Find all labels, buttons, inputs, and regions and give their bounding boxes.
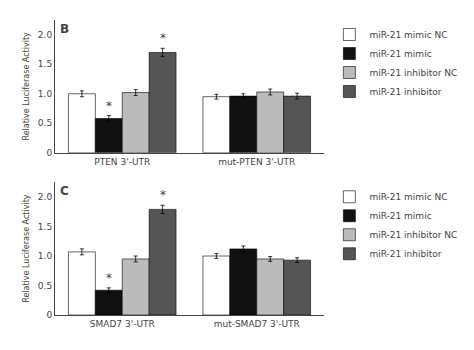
svg-text:miR-21 mimic NC: miR-21 mimic NC: [369, 192, 447, 202]
svg-text:*: *: [106, 99, 112, 113]
svg-text:*: *: [106, 271, 112, 285]
svg-text:*: *: [160, 31, 166, 45]
svg-text:1.0: 1.0: [38, 251, 53, 261]
svg-text:miR-21 mimic NC: miR-21 mimic NC: [369, 30, 447, 40]
svg-text:*: *: [160, 188, 166, 202]
svg-text:Relative Luciferase Activity: Relative Luciferase Activity: [22, 194, 31, 303]
svg-text:1.5: 1.5: [38, 222, 52, 232]
svg-text:mut-SMAD7 3'-UTR: mut-SMAD7 3'-UTR: [214, 319, 300, 329]
svg-text:2.0: 2.0: [38, 30, 53, 40]
svg-text:C: C: [60, 184, 69, 198]
svg-text:0: 0: [46, 148, 52, 158]
svg-text:miR-21 inhibitor NC: miR-21 inhibitor NC: [369, 68, 457, 78]
svg-text:0.5: 0.5: [38, 118, 52, 128]
svg-text:Relative Luciferase Activity: Relative Luciferase Activity: [22, 32, 31, 141]
svg-text:0.5: 0.5: [38, 281, 52, 291]
svg-text:miR-21 mimic: miR-21 mimic: [369, 211, 431, 221]
svg-text:miR-21 inhibitor: miR-21 inhibitor: [369, 249, 441, 259]
svg-text:PTEN 3'-UTR: PTEN 3'-UTR: [94, 157, 150, 167]
svg-text:miR-21 inhibitor: miR-21 inhibitor: [369, 87, 441, 97]
svg-text:mut-PTEN 3'-UTR: mut-PTEN 3'-UTR: [218, 157, 295, 167]
svg-text:2.0: 2.0: [38, 192, 53, 202]
svg-text:1.0: 1.0: [38, 89, 53, 99]
svg-text:miR-21 inhibitor NC: miR-21 inhibitor NC: [369, 230, 457, 240]
svg-text:B: B: [60, 22, 69, 36]
svg-text:0: 0: [46, 310, 52, 320]
svg-text:miR-21 mimic: miR-21 mimic: [369, 49, 431, 59]
svg-text:SMAD7 3'-UTR: SMAD7 3'-UTR: [90, 319, 155, 329]
svg-text:1.5: 1.5: [38, 59, 52, 69]
